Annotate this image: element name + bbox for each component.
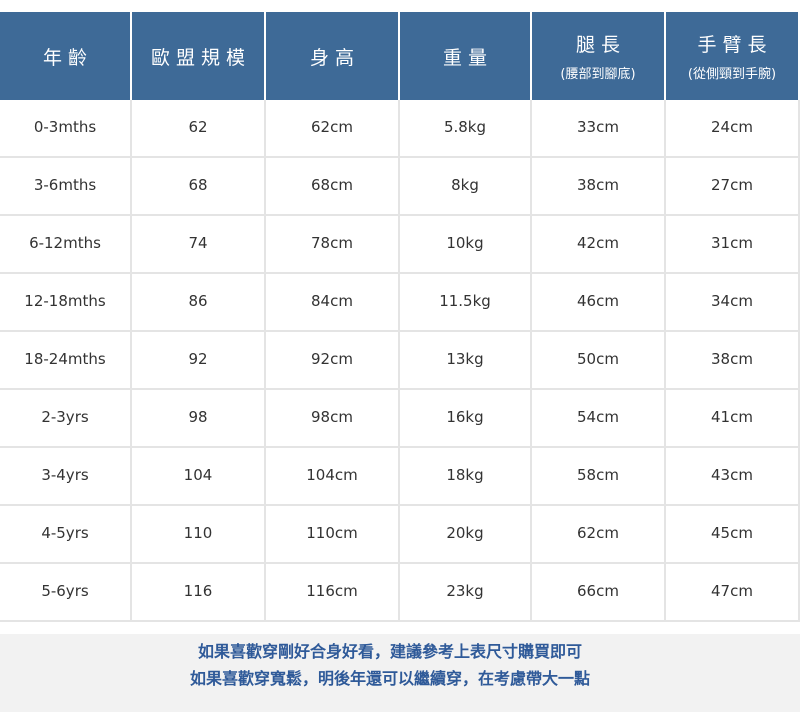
table-cell: 104cm [266,448,400,506]
table-cell: 84cm [266,274,400,332]
header-label: 身高 [309,46,360,69]
table-cell: 5-6yrs [0,564,132,622]
table-cell: 62cm [532,506,666,564]
header-label: 腿長 [575,34,626,56]
table-cell: 31cm [666,216,800,274]
table-cell: 6-12mths [0,216,132,274]
header-cell: 身高 [266,12,400,100]
table-cell: 92 [132,332,266,390]
header-cell: 重量 [400,12,532,100]
table-cell: 20kg [400,506,532,564]
table-cell: 62cm [266,100,400,158]
header-label: 手臂長 [697,34,773,56]
table-cell: 34cm [666,274,800,332]
table-cell: 41cm [666,390,800,448]
table-cell: 18kg [400,448,532,506]
table-cell: 16kg [400,390,532,448]
table-cell: 98cm [266,390,400,448]
table-cell: 42cm [532,216,666,274]
footer-line: 如果喜歡穿寬鬆，明後年還可以繼續穿，在考慮帶大一點 [189,669,590,688]
table-cell: 10kg [400,216,532,274]
table-cell: 74 [132,216,266,274]
table-cell: 68cm [266,158,400,216]
table-cell: 3-6mths [0,158,132,216]
table-cell: 110 [132,506,266,564]
table-cell: 110cm [266,506,400,564]
table-cell: 46cm [532,274,666,332]
table-cell: 58cm [532,448,666,506]
table-cell: 38cm [666,332,800,390]
table-cell: 104 [132,448,266,506]
table-cell: 43cm [666,448,800,506]
table-cell: 54cm [532,390,666,448]
table-cell: 47cm [666,564,800,622]
table-cell: 11.5kg [400,274,532,332]
table-cell: 8kg [400,158,532,216]
table-cell: 2-3yrs [0,390,132,448]
header-label: 年齡 [42,46,93,69]
footer: 如果喜歡穿剛好合身好看，建議參考上表尺寸購買即可 如果喜歡穿寬鬆，明後年還可以繼… [0,634,800,712]
table-cell: 13kg [400,332,532,390]
table-cell: 116cm [266,564,400,622]
table-cell: 3-4yrs [0,448,132,506]
table-cell: 12-18mths [0,274,132,332]
table-cell: 98 [132,390,266,448]
table-cell: 92cm [266,332,400,390]
table-cell: 24cm [666,100,800,158]
table-cell: 78cm [266,216,400,274]
table-cell: 23kg [400,564,532,622]
table-cell: 5.8kg [400,100,532,158]
table-cell: 86 [132,274,266,332]
header-cell: 手臂長 (從側頸到手腕) [666,12,800,100]
header-label: 歐盟規模 [150,46,251,69]
header-sub: (腰部到腳底) [560,67,636,82]
table-cell: 33cm [532,100,666,158]
table-cell: 66cm [532,564,666,622]
header-label: 重量 [442,46,493,69]
table-cell: 50cm [532,332,666,390]
header-cell: 年齡 [0,12,132,100]
table-cell: 45cm [666,506,800,564]
header-cell: 腿長 (腰部到腳底) [532,12,666,100]
footer-line: 如果喜歡穿剛好合身好看，建議參考上表尺寸購買即可 [197,642,582,661]
table-cell: 38cm [532,158,666,216]
table-cell: 27cm [666,158,800,216]
header-sub: (從側頸到手腕) [687,67,777,82]
table-cell: 18-24mths [0,332,132,390]
table-cell: 0-3mths [0,100,132,158]
table-cell: 68 [132,158,266,216]
table-cell: 4-5yrs [0,506,132,564]
table-cell: 62 [132,100,266,158]
table-cell: 116 [132,564,266,622]
header-cell: 歐盟規模 [132,12,266,100]
